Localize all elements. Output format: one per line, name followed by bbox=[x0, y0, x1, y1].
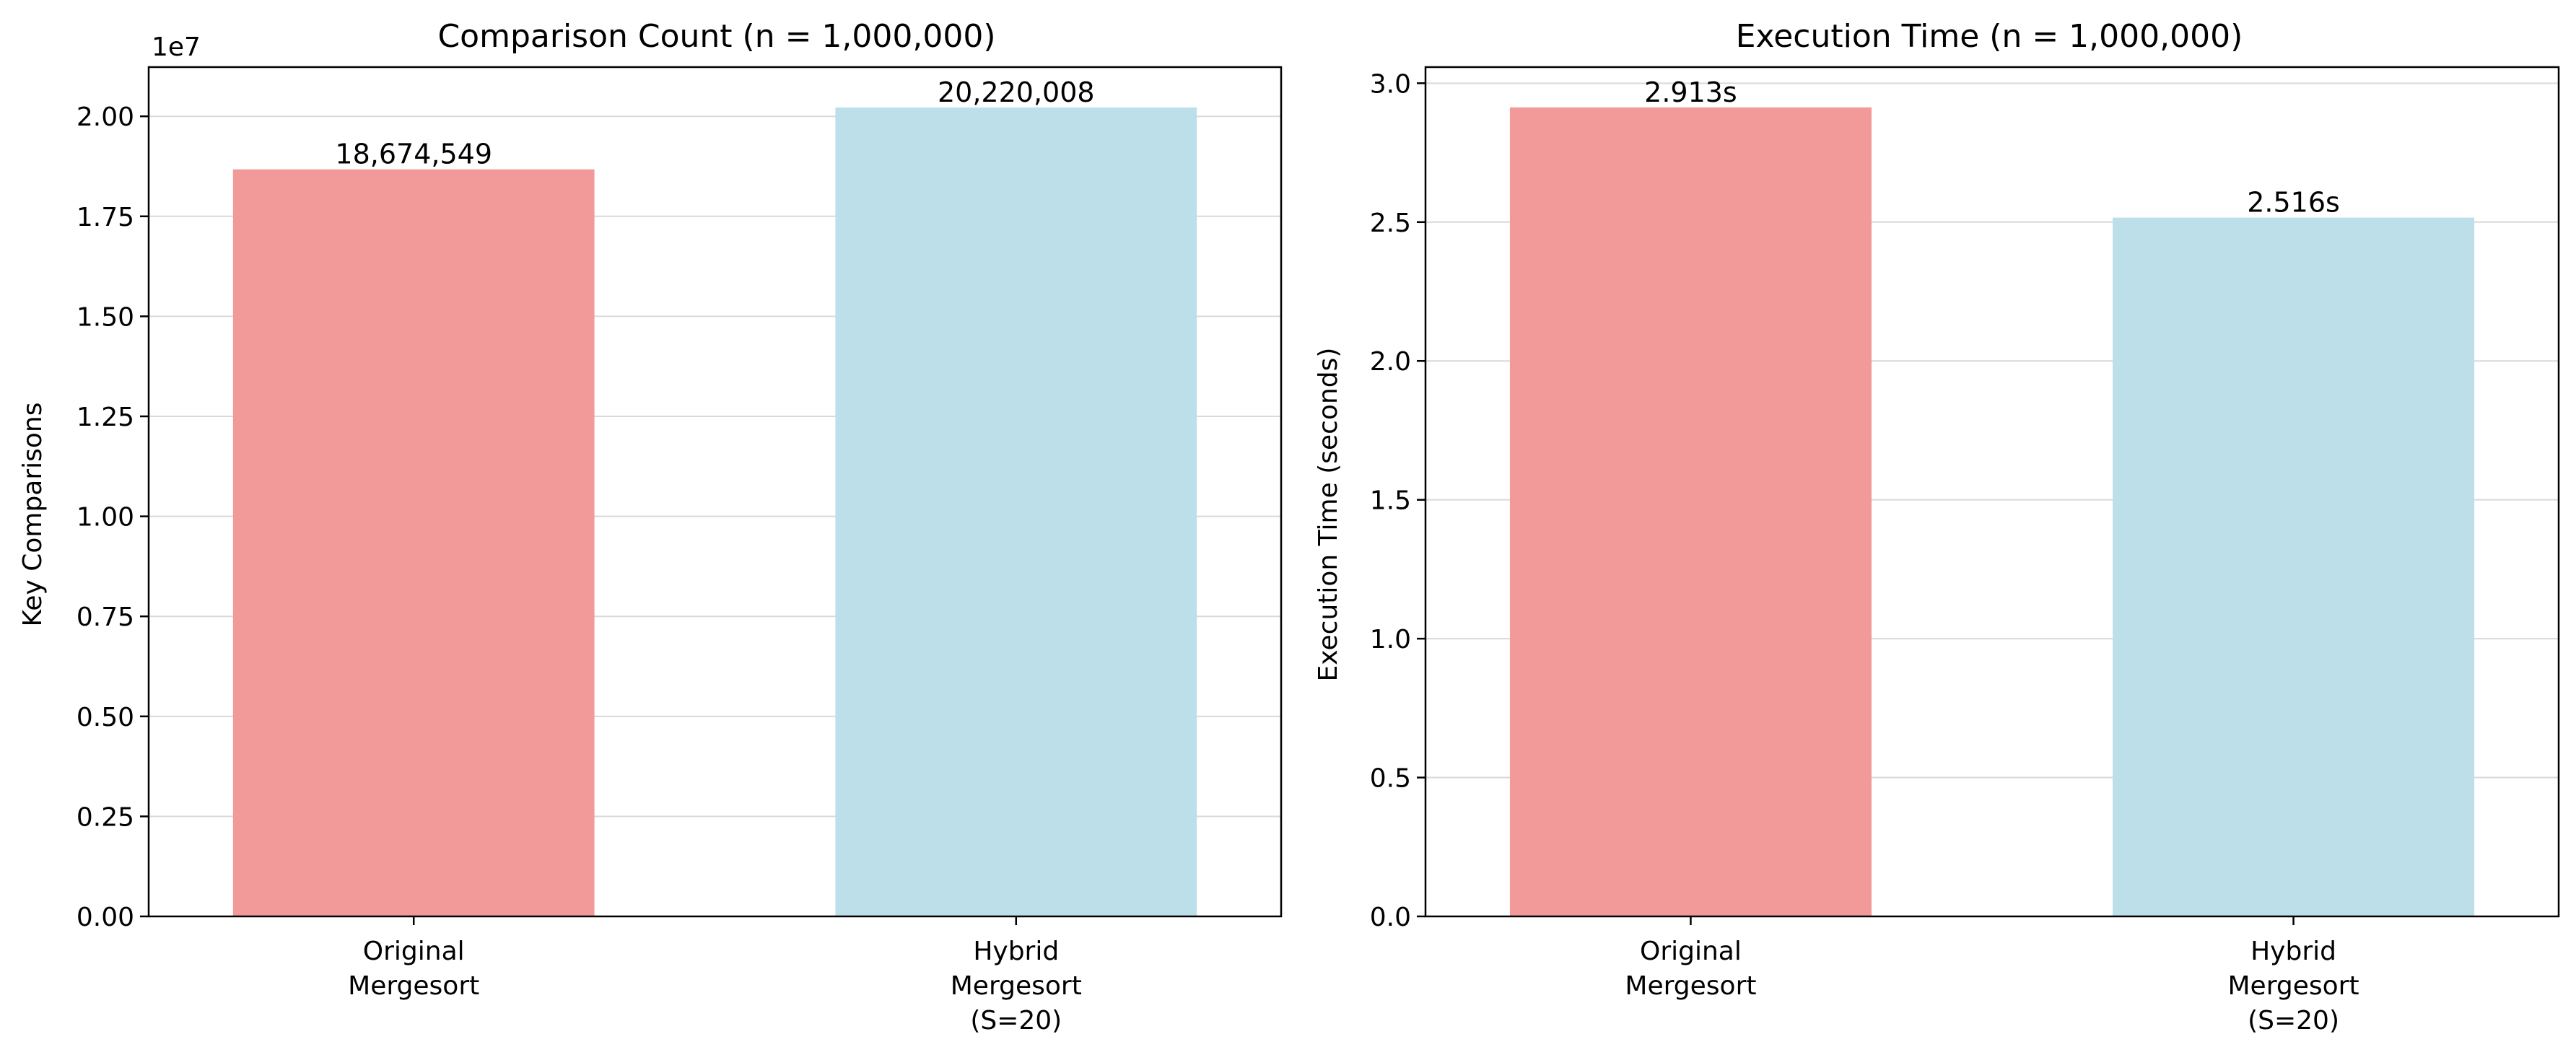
y-tick-label: 0.00 bbox=[77, 903, 134, 932]
x-axis-ticks: Original Mergesort Hybrid Mergesort (S=20) bbox=[348, 916, 1082, 1035]
bar bbox=[835, 107, 1197, 916]
y-tick-label: 1.5 bbox=[1370, 486, 1411, 516]
chart-comparison-count: Comparison Count (n = 1,000,000) Key Com… bbox=[18, 18, 1283, 1035]
y-tick-label: 1.00 bbox=[77, 503, 134, 533]
y-tick-label: 2.0 bbox=[1370, 347, 1411, 377]
y-tick-label: 0.0 bbox=[1370, 903, 1411, 932]
y-axis-ticks: 0.0 0.5 1.0 1.5 2.0 2.5 3.0 bbox=[1370, 69, 1425, 932]
bar-value-label: 20,220,008 bbox=[938, 76, 1095, 108]
chart-execution-time: Execution Time (n = 1,000,000) Execution… bbox=[1314, 18, 2560, 1035]
bar-value-label: 18,674,549 bbox=[335, 139, 492, 170]
y-tick-label: 1.0 bbox=[1370, 625, 1411, 654]
axis-offset-label: 1e7 bbox=[152, 32, 201, 62]
y-axis-label: Key Comparisons bbox=[18, 402, 48, 626]
bar bbox=[1509, 107, 1872, 917]
bar bbox=[2113, 217, 2475, 916]
y-tick-label: 0.25 bbox=[77, 802, 134, 832]
y-tick-label: 0.5 bbox=[1370, 764, 1411, 794]
y-tick-label: 1.75 bbox=[77, 203, 134, 232]
bars: 2.913s 2.516s bbox=[1509, 76, 2475, 917]
bar bbox=[232, 169, 595, 916]
y-axis-ticks: 0.00 0.25 0.50 0.75 1.00 1.25 1.50 1.75 2.00 bbox=[77, 102, 149, 932]
x-tick-label: Original Mergesort bbox=[348, 937, 479, 1001]
y-tick-label: 2.00 bbox=[77, 102, 134, 132]
plot-frame bbox=[147, 66, 1283, 918]
y-tick-label: 0.75 bbox=[77, 603, 134, 632]
chart-title: Comparison Count (n = 1,000,000) bbox=[437, 18, 995, 55]
y-tick-label: 1.50 bbox=[77, 302, 134, 332]
x-tick-label: Hybrid Mergesort (S=20) bbox=[2228, 937, 2359, 1035]
plot-frame bbox=[1424, 66, 2560, 918]
y-tick-label: 1.25 bbox=[77, 403, 134, 432]
x-tick-label: Hybrid Mergesort (S=20) bbox=[951, 937, 1082, 1035]
bar-value-label: 2.516s bbox=[2247, 187, 2340, 219]
x-tick-label: Original Mergesort bbox=[1625, 937, 1756, 1001]
y-tick-label: 3.0 bbox=[1370, 69, 1411, 99]
x-axis-ticks: Original Mergesort Hybrid Mergesort (S=20) bbox=[1625, 916, 2359, 1035]
y-axis-label: Execution Time (seconds) bbox=[1314, 348, 1343, 682]
chart-title: Execution Time (n = 1,000,000) bbox=[1736, 18, 2243, 55]
bars: 18,674,549 20,220,008 bbox=[232, 76, 1197, 916]
bar-value-label: 2.913s bbox=[1644, 76, 1737, 108]
y-tick-label: 2.5 bbox=[1370, 209, 1411, 238]
y-tick-label: 0.50 bbox=[77, 703, 134, 732]
